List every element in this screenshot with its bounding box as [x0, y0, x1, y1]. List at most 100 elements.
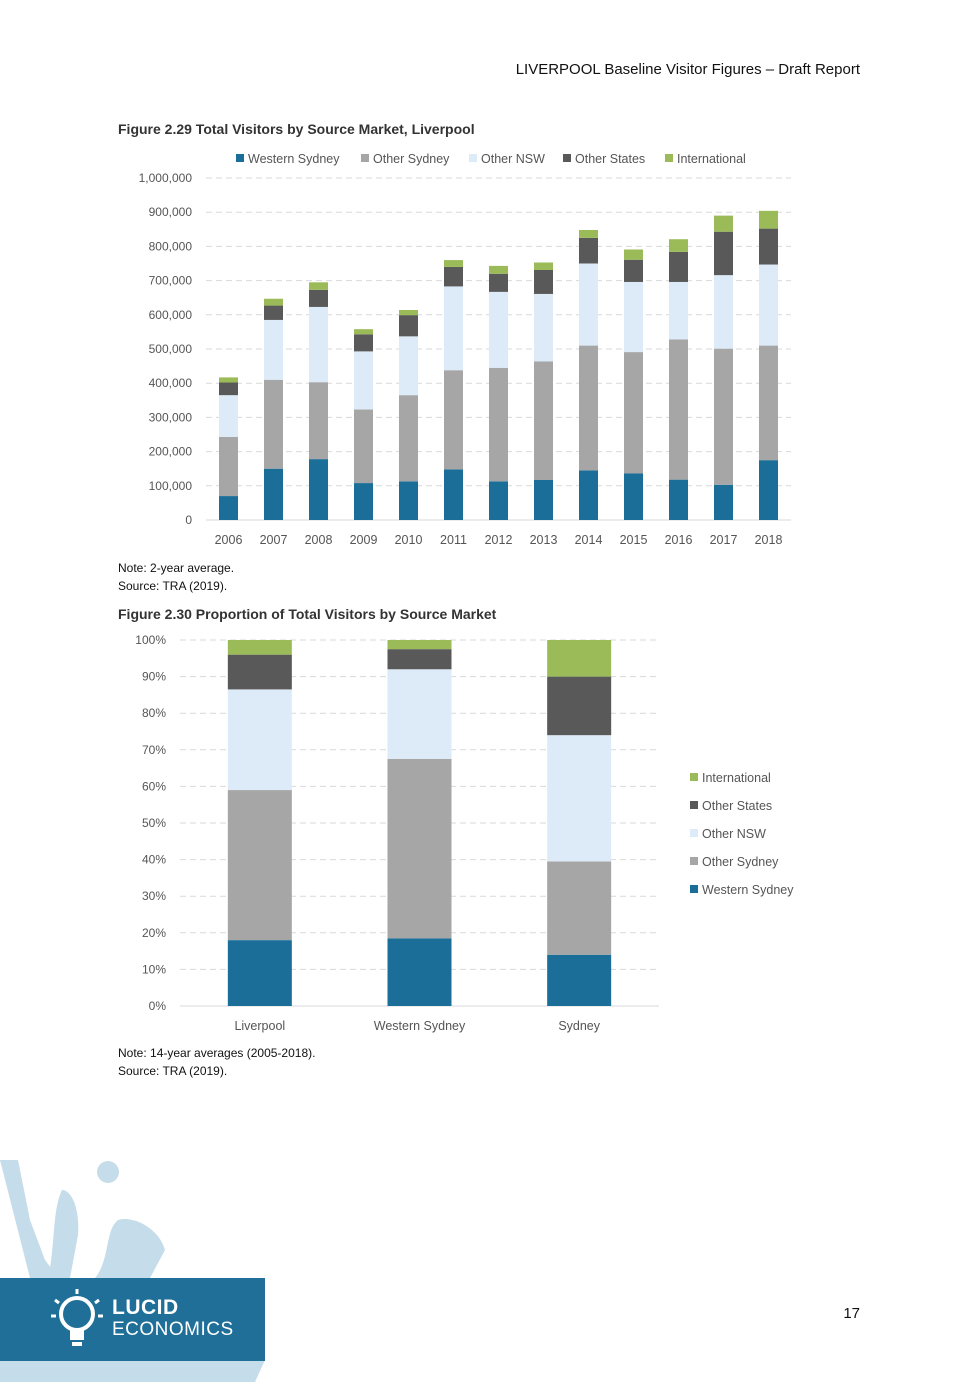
- bar-other-nsw-liverpool: [227, 689, 292, 791]
- x-tick-label: 2012: [485, 533, 513, 545]
- bar-other-nsw-2017: [714, 275, 733, 349]
- bar-western-sydney-2010: [399, 481, 418, 520]
- bar-other-sydney-2010: [399, 395, 418, 482]
- bar-western-sydney-sydney: [547, 954, 612, 1006]
- bar-international-2017: [714, 215, 733, 232]
- y-tick-label: 10%: [142, 962, 166, 976]
- bar-international-sydney: [547, 640, 612, 677]
- bar-other-states-2013: [534, 269, 553, 294]
- logo-text-lucid: LUCID: [112, 1296, 179, 1319]
- x-tick-label: 2018: [755, 533, 783, 545]
- company-logo: [0, 1278, 265, 1361]
- legend-swatch-other-nsw: [690, 829, 698, 837]
- legend-swatch-other-states: [563, 154, 571, 162]
- x-tick-label: 2010: [395, 533, 423, 545]
- bar-other-nsw-2006: [219, 395, 238, 437]
- figure-2-30-source: Source: TRA (2019).: [118, 1064, 228, 1078]
- bar-other-nsw-2013: [534, 293, 553, 362]
- legend-swatch-international: [690, 773, 698, 781]
- y-tick-label: 0%: [149, 999, 167, 1013]
- bar-western-sydney-2015: [624, 473, 643, 520]
- bar-western-sydney-2014: [579, 470, 598, 520]
- bar-other-nsw-2012: [489, 291, 508, 368]
- figure-2-29-title: Figure 2.29 Total Visitors by Source Mar…: [118, 121, 475, 137]
- bar-other-sydney-2016: [669, 339, 688, 480]
- bar-international-2011: [444, 260, 463, 267]
- bar-western-sydney-2017: [714, 484, 733, 520]
- legend-label-western-sydney: Western Sydney: [248, 152, 340, 166]
- bar-other-sydney-western-sydney: [387, 758, 452, 939]
- bar-other-nsw-2011: [444, 286, 463, 371]
- legend-swatch-other-states: [690, 801, 698, 809]
- bar-other-nsw-2018: [759, 264, 778, 346]
- bar-other-sydney-2013: [534, 361, 553, 480]
- bar-other-nsw-2007: [264, 319, 283, 380]
- y-tick-label: 90%: [142, 670, 166, 684]
- bar-western-sydney-western-sydney: [387, 938, 452, 1006]
- bar-western-sydney-2007: [264, 468, 283, 520]
- bar-other-states-2009: [354, 334, 373, 352]
- legend-swatch-other-sydney: [361, 154, 369, 162]
- bar-other-sydney-2008: [309, 382, 328, 460]
- proportion-by-source-chart: 0% 10% 20% 30% 40% 50% 60% 70% 80% 90% 100% Liverpo…: [135, 633, 794, 1033]
- bar-international-western-sydney: [387, 640, 452, 650]
- y-tick-label: 80%: [142, 706, 166, 720]
- figure-2-30-note-text: Note: 14-year averages (2005-2018).: [118, 1046, 316, 1060]
- bar-western-sydney-2011: [444, 469, 463, 520]
- bar-western-sydney-2012: [489, 481, 508, 520]
- bar-other-states-2014: [579, 237, 598, 264]
- figure-2-29-note-text: Note: 2-year average.: [118, 561, 235, 575]
- bar-international-2006: [219, 377, 238, 383]
- bar-other-states-2012: [489, 273, 508, 292]
- y-tick-label: 50%: [142, 816, 166, 830]
- bar-other-sydney-2009: [354, 409, 373, 484]
- bar-western-sydney-2006: [219, 496, 238, 520]
- bar-other-nsw-western-sydney: [387, 669, 452, 759]
- figure-2-29-note: Note: 2-year average. Source: TRA (2019)…: [118, 559, 234, 595]
- bar-western-sydney-2016: [669, 479, 688, 520]
- y-tick-label: 600,000: [149, 308, 193, 322]
- y-tick-label: 1,000,000: [139, 171, 193, 185]
- y-tick-label: 30%: [142, 889, 166, 903]
- legend-label-other-nsw: Other NSW: [702, 827, 766, 841]
- legend-label-other-sydney: Other Sydney: [702, 855, 779, 869]
- bar-western-sydney-2018: [759, 460, 778, 520]
- x-tick-label: Western Sydney: [374, 1019, 466, 1033]
- y-tick-label: 300,000: [149, 410, 193, 424]
- y-tick-label: 40%: [142, 853, 166, 867]
- x-tick-label: 2011: [440, 533, 467, 545]
- legend-swatch-western-sydney: [236, 154, 244, 162]
- bar-other-states-2006: [219, 382, 238, 396]
- y-tick-label: 200,000: [149, 445, 193, 459]
- x-tick-label: Liverpool: [234, 1019, 285, 1033]
- bar-other-sydney-sydney: [547, 861, 612, 955]
- y-tick-label: 400,000: [149, 376, 193, 390]
- figure-2-29-source: Source: TRA (2019).: [118, 579, 228, 593]
- bar-other-states-western-sydney: [387, 649, 452, 670]
- bar-international-2014: [579, 229, 598, 238]
- bar-other-sydney-2017: [714, 348, 733, 485]
- legend-label-other-states: Other States: [575, 152, 645, 166]
- y-tick-label: 700,000: [149, 274, 193, 288]
- x-tick-label: 2008: [305, 533, 333, 545]
- bar-other-nsw-sydney: [547, 735, 612, 862]
- bar-international-2013: [534, 262, 553, 270]
- legend-label-other-sydney: Other Sydney: [373, 152, 450, 166]
- bar-other-states-2017: [714, 231, 733, 276]
- bar-international-2012: [489, 265, 508, 274]
- y-tick-label: 100,000: [149, 479, 193, 493]
- x-tick-label: 2009: [350, 533, 378, 545]
- bar-other-sydney-2012: [489, 367, 508, 482]
- bar-other-nsw-2015: [624, 281, 643, 353]
- x-tick-label: 2006: [215, 533, 243, 545]
- bar-international-2015: [624, 249, 643, 260]
- bar-international-liverpool: [227, 640, 292, 655]
- x-tick-label: Sydney: [558, 1019, 600, 1033]
- bar-western-sydney-liverpool: [227, 940, 292, 1006]
- bar-international-2018: [759, 210, 778, 229]
- y-tick-label: 800,000: [149, 239, 193, 253]
- bar-other-states-2010: [399, 315, 418, 337]
- legend-swatch-other-nsw: [469, 154, 477, 162]
- bar-other-sydney-2014: [579, 345, 598, 471]
- bar-international-2008: [309, 282, 328, 290]
